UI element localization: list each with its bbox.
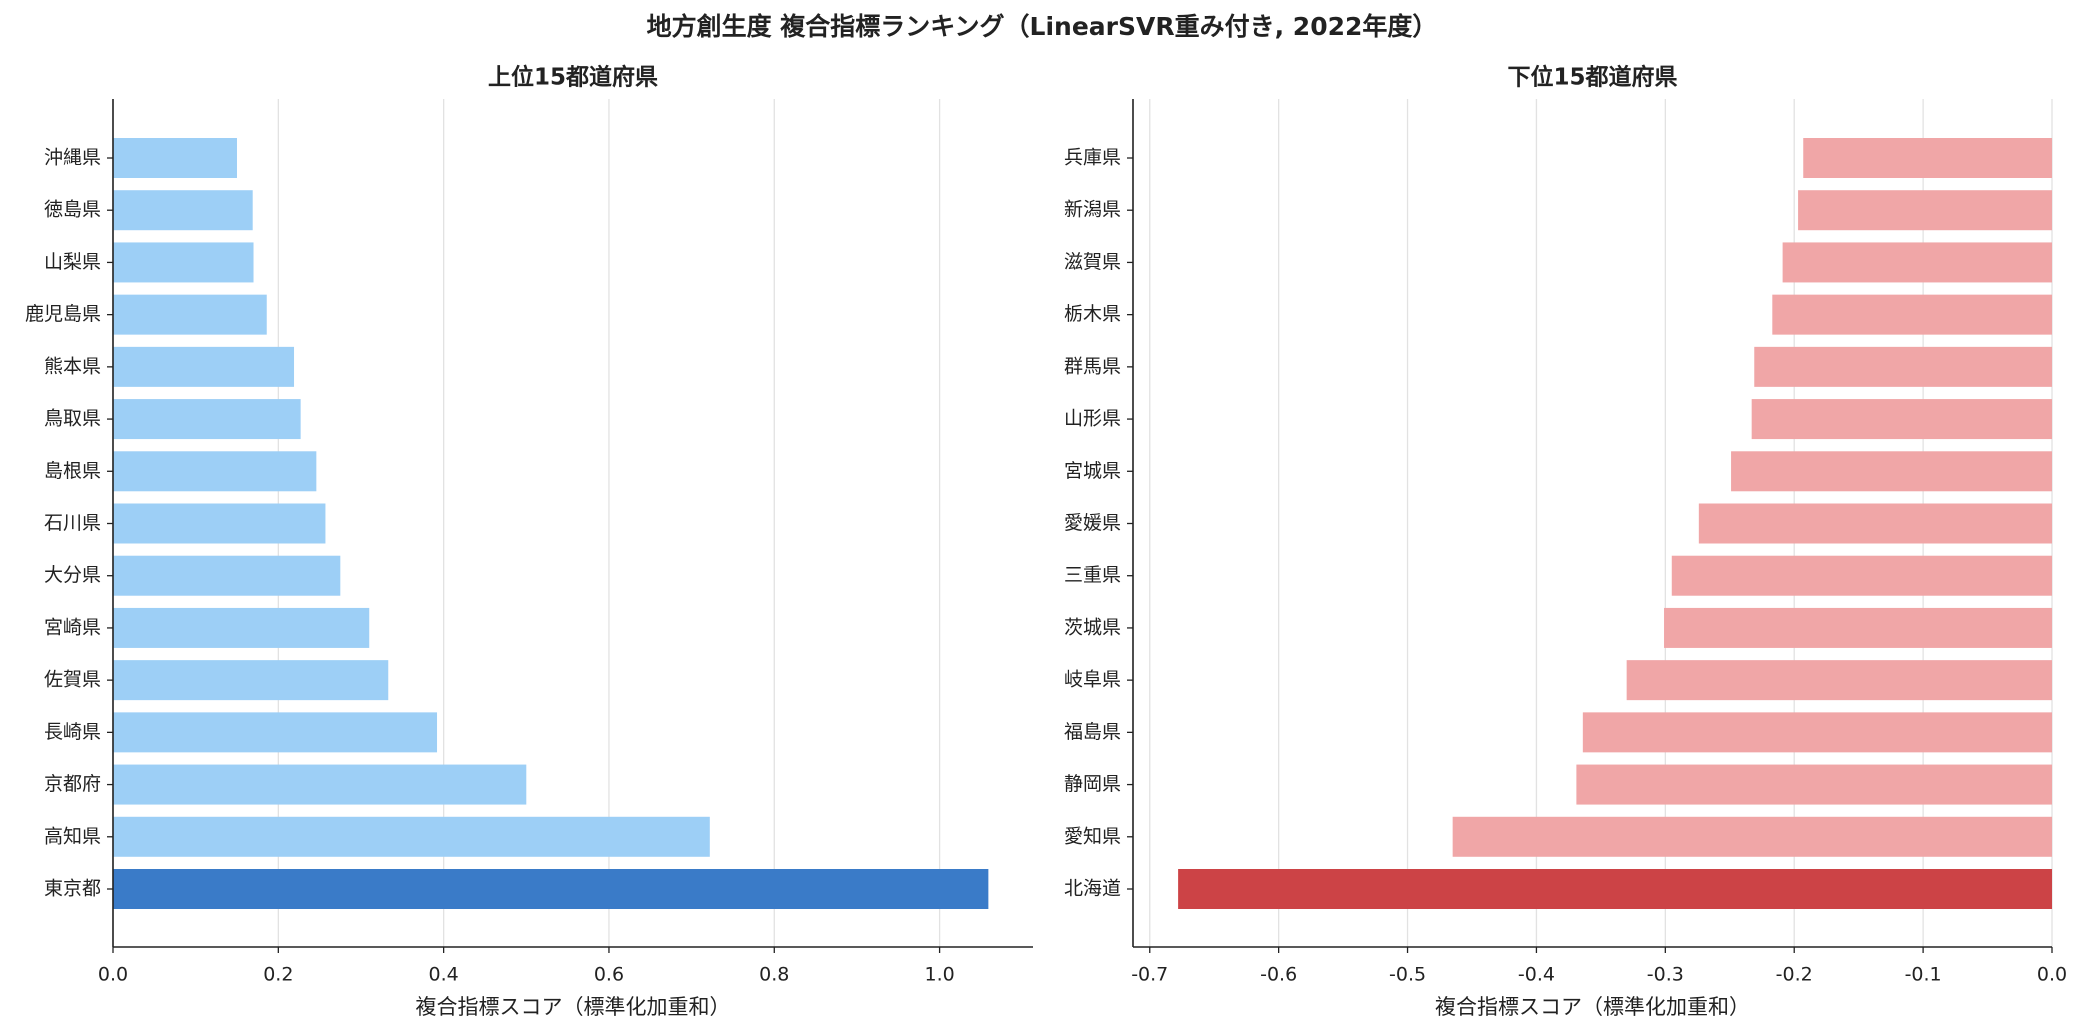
y-tick-label: 京都府 bbox=[44, 773, 101, 795]
subplot-title: 下位15都道府県 bbox=[1507, 64, 1677, 91]
bar bbox=[113, 346, 295, 387]
bar bbox=[113, 138, 237, 178]
x-tick-label: 0.6 bbox=[594, 964, 624, 986]
x-tick-label: -0.4 bbox=[1518, 964, 1555, 986]
y-tick-label: 山梨県 bbox=[44, 251, 101, 273]
bar bbox=[113, 294, 267, 335]
y-tick-label: 愛知県 bbox=[1064, 825, 1121, 847]
y-tick-label: 佐賀県 bbox=[44, 669, 101, 691]
y-tick-label: 宮城県 bbox=[1064, 460, 1121, 482]
y-tick-label: 山形県 bbox=[1064, 408, 1121, 430]
x-axis-label: 複合指標スコア（標準化加重和） bbox=[1435, 995, 1750, 1019]
y-tick-label: 高知県 bbox=[44, 825, 101, 847]
x-tick-label: -0.1 bbox=[1905, 964, 1942, 986]
x-tick-label: -0.2 bbox=[1776, 964, 1813, 986]
x-tick-label: -0.5 bbox=[1389, 964, 1426, 986]
bar bbox=[1178, 869, 2052, 909]
x-tick-label: -0.7 bbox=[1131, 964, 1168, 986]
bar bbox=[113, 451, 317, 492]
x-tick-label: 0.2 bbox=[263, 964, 293, 986]
x-tick-label: 1.0 bbox=[924, 964, 954, 986]
y-tick-label: 群馬県 bbox=[1064, 355, 1121, 377]
y-tick-label: 岐阜県 bbox=[1064, 669, 1121, 691]
x-tick-label: 0.8 bbox=[759, 964, 789, 986]
y-tick-label: 静岡県 bbox=[1064, 773, 1121, 795]
chart-title: 地方創生度 複合指標ランキング（LinearSVR重み付き, 2022年度） bbox=[647, 12, 1438, 41]
y-tick-label: 石川県 bbox=[44, 512, 101, 534]
y-tick-label: 福島県 bbox=[1064, 721, 1121, 743]
bar bbox=[113, 190, 253, 231]
bar bbox=[113, 399, 301, 440]
x-tick-label: -0.3 bbox=[1647, 964, 1684, 986]
y-tick-label: 宮崎県 bbox=[44, 616, 101, 638]
bar bbox=[1754, 346, 2052, 387]
bar bbox=[1452, 816, 2052, 857]
bar bbox=[113, 660, 389, 701]
y-tick-label: 熊本県 bbox=[44, 355, 101, 377]
bar bbox=[1772, 294, 2052, 335]
bar bbox=[1576, 764, 2052, 805]
bar bbox=[1731, 451, 2052, 492]
bar bbox=[1698, 503, 2052, 544]
bar bbox=[113, 869, 989, 909]
bar bbox=[113, 242, 254, 283]
y-tick-label: 兵庫県 bbox=[1064, 147, 1121, 169]
bar bbox=[113, 712, 438, 753]
y-tick-label: 長崎県 bbox=[44, 721, 101, 743]
y-tick-label: 大分県 bbox=[44, 564, 101, 586]
x-tick-label: -0.6 bbox=[1260, 964, 1297, 986]
bar bbox=[1803, 138, 2052, 178]
x-tick-label: 0.0 bbox=[98, 964, 128, 986]
subplot-title: 上位15都道府県 bbox=[488, 64, 658, 91]
y-tick-label: 鳥取県 bbox=[44, 408, 101, 430]
x-axis-label: 複合指標スコア（標準化加重和） bbox=[416, 995, 731, 1019]
y-tick-label: 鹿児島県 bbox=[25, 303, 101, 325]
bar bbox=[1798, 190, 2052, 231]
y-tick-label: 沖縄県 bbox=[44, 147, 101, 169]
y-tick-label: 東京都 bbox=[44, 878, 101, 900]
x-tick-label: 0.0 bbox=[2037, 964, 2067, 986]
y-tick-label: 三重県 bbox=[1064, 564, 1121, 586]
bar bbox=[1671, 555, 2052, 596]
x-tick-label: 0.4 bbox=[429, 964, 459, 986]
bar bbox=[1626, 660, 2052, 701]
y-tick-label: 新潟県 bbox=[1064, 199, 1121, 221]
bar bbox=[113, 764, 527, 805]
bar bbox=[1664, 607, 2052, 648]
y-tick-label: 栃木県 bbox=[1064, 303, 1121, 325]
bar bbox=[113, 555, 341, 596]
bar bbox=[113, 816, 710, 857]
y-tick-label: 茨城県 bbox=[1064, 616, 1121, 638]
bar bbox=[113, 607, 370, 648]
y-tick-label: 北海道 bbox=[1064, 878, 1121, 900]
y-tick-label: 愛媛県 bbox=[1064, 512, 1121, 534]
y-tick-label: 徳島県 bbox=[44, 199, 101, 221]
bar bbox=[113, 503, 326, 544]
bar bbox=[1582, 712, 2052, 753]
bar bbox=[1782, 242, 2052, 283]
bar bbox=[1751, 399, 2052, 440]
y-tick-label: 島根県 bbox=[44, 460, 101, 482]
y-tick-label: 滋賀県 bbox=[1064, 251, 1121, 273]
